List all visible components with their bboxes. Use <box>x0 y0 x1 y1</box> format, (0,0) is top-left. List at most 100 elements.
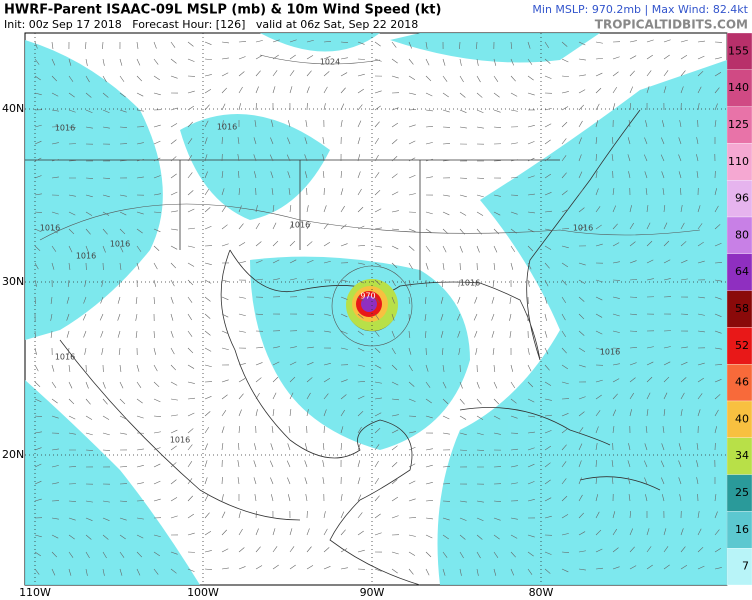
wind-barb <box>561 228 570 230</box>
wind-barb <box>238 188 240 196</box>
wind-barb <box>204 58 212 61</box>
wind-barb <box>136 398 143 404</box>
wind-barb <box>254 120 257 128</box>
wind-barb <box>286 460 291 468</box>
wind-barb <box>595 394 602 400</box>
wind-barb <box>374 296 380 303</box>
colorbar-swatch <box>726 32 752 70</box>
wind-barb <box>187 478 193 485</box>
wind-barb <box>269 460 274 468</box>
wind-barb <box>153 534 161 538</box>
wind-barb <box>408 551 416 556</box>
wind-barb <box>425 364 429 372</box>
wind-barb <box>34 262 39 270</box>
wind-barb <box>357 225 365 230</box>
wind-barb <box>102 75 107 83</box>
wind-barb <box>289 361 297 366</box>
wind-barb <box>408 330 411 338</box>
wind-barb <box>561 330 567 338</box>
wind-barb <box>221 511 226 519</box>
wind-barb <box>51 228 58 234</box>
colorbar-label: 110 <box>728 155 749 168</box>
wind-barb <box>187 397 195 400</box>
isobar-label: 1016 <box>217 123 237 132</box>
map: 1016 1016 1016 1016 1016 1016 1016 1016 1016 1016… <box>24 32 728 586</box>
wind-barb <box>340 171 342 179</box>
wind-barb <box>34 347 37 355</box>
wind-barb <box>510 41 513 49</box>
wind-barb <box>272 376 279 383</box>
wind-barb <box>288 426 291 434</box>
wind-barb <box>374 41 381 47</box>
wind-barb <box>527 431 535 434</box>
wind-barb <box>170 245 178 250</box>
wind-barb <box>544 445 552 451</box>
wind-barb <box>357 410 364 417</box>
wind-barb <box>527 415 535 418</box>
wind-barb <box>306 313 315 315</box>
wind-barb <box>442 568 446 576</box>
wind-barb <box>204 313 211 319</box>
wind-barb <box>629 511 631 519</box>
wind-barb <box>374 330 380 337</box>
wind-barb <box>646 54 653 60</box>
wind-barb <box>527 245 534 252</box>
wind-barb <box>527 381 534 388</box>
wind-barb <box>119 534 126 540</box>
wind-barb <box>153 228 161 233</box>
wind-barb <box>561 533 569 536</box>
wind-barb <box>408 431 416 434</box>
wind-barb <box>136 75 143 82</box>
wind-barb <box>221 41 229 44</box>
colorbar-label: 25 <box>735 486 749 499</box>
wind-barb <box>578 296 585 302</box>
wind-barb <box>561 428 568 434</box>
wind-barb <box>663 54 670 60</box>
wind-barb <box>51 92 59 97</box>
wind-barb <box>34 534 42 538</box>
wind-barb <box>304 477 308 485</box>
wind-barb <box>170 123 178 128</box>
wind-barb <box>51 109 59 112</box>
wind-barb <box>340 243 348 247</box>
wind-barb <box>204 225 212 230</box>
wind-barb <box>544 462 551 468</box>
wind-barb <box>578 137 582 145</box>
wind-barb <box>595 494 599 502</box>
wind-barb <box>714 511 718 519</box>
wind-barb <box>136 142 144 145</box>
wind-barb <box>357 494 362 502</box>
wind-barb <box>561 313 566 321</box>
wind-barb <box>221 171 224 179</box>
wind-barb <box>425 381 431 388</box>
wind-barb <box>578 411 585 417</box>
wind-barb <box>67 279 70 287</box>
wind-barb <box>408 498 416 502</box>
wind-barb <box>67 347 70 355</box>
wind-barb <box>187 121 194 128</box>
wind-barb <box>340 41 348 44</box>
wind-barb <box>527 279 530 287</box>
wind-barb <box>221 313 229 318</box>
wind-barb <box>34 58 40 65</box>
wind-barb <box>221 120 224 128</box>
wind-barb <box>493 245 498 253</box>
wind-barb <box>628 494 631 502</box>
wind-barb <box>509 296 512 304</box>
wind-barb <box>238 171 240 179</box>
wind-barb <box>374 105 381 111</box>
wind-barb <box>678 477 682 485</box>
wind-barb <box>255 313 263 315</box>
wind-barb <box>170 364 177 371</box>
wind-barb <box>153 262 158 270</box>
wind-barb <box>440 296 444 304</box>
wind-barb <box>627 477 631 485</box>
wind-barb <box>170 515 178 519</box>
wind-barb <box>322 137 325 145</box>
wind-barb <box>509 330 512 338</box>
wind-barb <box>696 137 699 145</box>
wind-barb <box>50 296 53 304</box>
wind-barb <box>289 546 295 553</box>
wind-barb <box>678 154 682 162</box>
colorbar-label: 125 <box>728 118 749 131</box>
